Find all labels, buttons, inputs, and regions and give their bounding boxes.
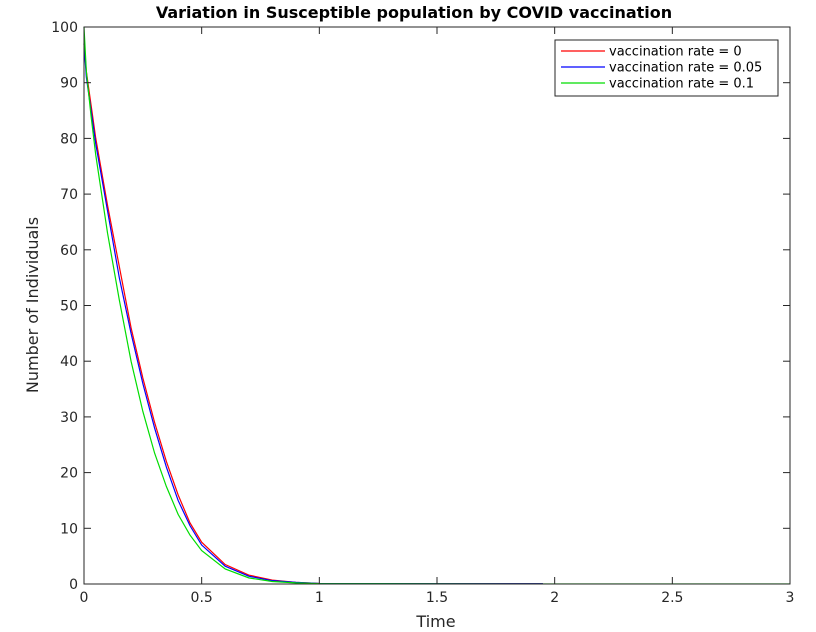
y-tick-label: 100 <box>51 20 78 36</box>
x-tick-label: 1.5 <box>426 590 448 606</box>
y-tick-label: 70 <box>60 187 78 203</box>
x-tick-label: 0 <box>80 590 89 606</box>
legend-box <box>554 39 779 97</box>
x-tick-label: 0.5 <box>191 590 213 606</box>
y-tick-label: 50 <box>60 299 78 315</box>
y-tick-label: 20 <box>60 466 78 482</box>
x-tick-label: 2 <box>550 590 559 606</box>
x-tick-label: 2.5 <box>661 590 683 606</box>
y-axis: 0 10 20 30 40 50 60 70 80 90 100 <box>51 20 790 593</box>
x-axis: 0 0.5 1 1.5 2 2.5 3 <box>80 27 795 606</box>
plot-area <box>84 27 790 584</box>
x-tick-label: 3 <box>786 590 795 606</box>
y-tick-label: 80 <box>60 131 78 147</box>
legend-label-2: vaccination rate = 0.1 <box>609 77 754 92</box>
chart-title: Variation in Susceptible population by C… <box>156 3 672 22</box>
y-tick-label: 90 <box>60 76 78 92</box>
y-tick-label: 40 <box>60 354 78 370</box>
legend-label-0: vaccination rate = 0 <box>609 45 742 60</box>
series-line-1 <box>83 43 543 585</box>
y-tick-label: 60 <box>60 243 78 259</box>
legend-label-1: vaccination rate = 0.05 <box>609 61 762 76</box>
y-tick-label: 10 <box>60 521 78 537</box>
y-tick-label: 30 <box>60 410 78 426</box>
y-axis-label: Number of Individuals <box>23 217 42 393</box>
y-tick-label: 0 <box>69 577 78 593</box>
x-tick-label: 1 <box>315 590 324 606</box>
x-axis-label: Time <box>415 612 455 631</box>
